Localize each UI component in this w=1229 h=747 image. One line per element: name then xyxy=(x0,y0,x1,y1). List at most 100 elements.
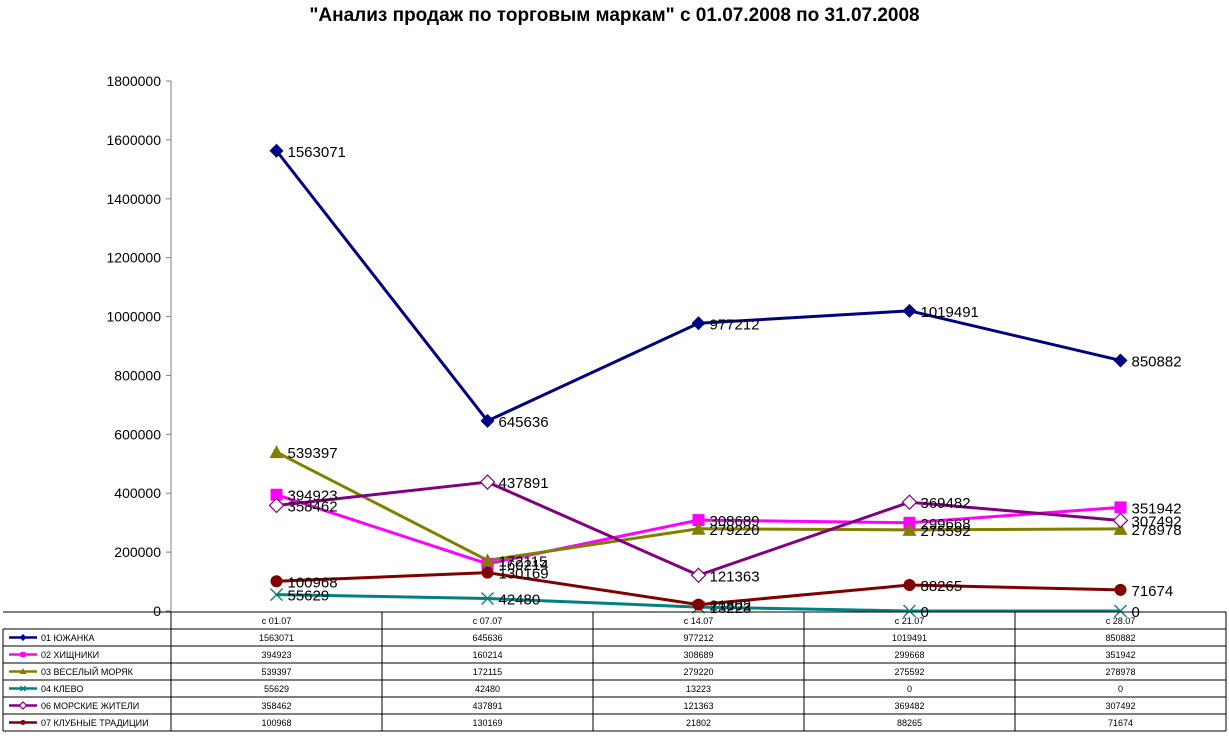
data-label: 850882 xyxy=(1132,353,1182,370)
data-label: 278978 xyxy=(1132,522,1182,539)
data-label: 539397 xyxy=(288,445,338,462)
data-point-marker xyxy=(19,668,27,674)
data-point-marker xyxy=(691,316,706,331)
table-cell: 160214 xyxy=(472,650,502,660)
data-point-marker xyxy=(1114,583,1127,596)
data-label: 977212 xyxy=(710,316,760,333)
legend-entry: 01 ЮЖАНКА xyxy=(41,633,94,643)
y-tick-label: 1000000 xyxy=(106,309,161,325)
data-point-marker xyxy=(1114,501,1127,514)
data-label: 307492 xyxy=(1132,513,1182,530)
data-point-marker xyxy=(479,474,496,490)
category-label: с 14.07 xyxy=(684,616,714,626)
table-cell: 21802 xyxy=(686,718,711,728)
table-cell: 275592 xyxy=(894,667,924,677)
data-label: 1563071 xyxy=(288,144,346,161)
table-cell: 42480 xyxy=(475,684,500,694)
series-markers xyxy=(268,143,1129,618)
data-point-marker xyxy=(270,588,283,602)
data-label: 55629 xyxy=(288,588,330,605)
table-cell: 539397 xyxy=(261,667,291,677)
data-labels: 1563071 645636 977212 1019491 850882 394923 16… xyxy=(288,144,1182,621)
data-point-marker xyxy=(269,143,284,158)
data-point-marker xyxy=(903,604,916,618)
data-table: с 01.07 с 07.07 с 14.07 с 21.07 с 28.07 01 ЮЖ… xyxy=(2,611,1227,732)
category-label: с 21.07 xyxy=(895,616,925,626)
data-point-marker xyxy=(20,652,26,657)
table-cell: 55629 xyxy=(264,684,289,694)
data-label: 160214 xyxy=(499,557,549,574)
table-cell: 369482 xyxy=(894,701,924,711)
data-point-marker xyxy=(690,567,707,584)
data-point-marker xyxy=(1113,521,1128,535)
legend-entry: 07 КЛУБНЫЕ ТРАДИЦИИ xyxy=(41,718,149,728)
data-point-marker xyxy=(903,579,916,592)
table-cell: 278978 xyxy=(1105,667,1135,677)
table-cell: 299668 xyxy=(894,650,924,660)
table-cell: 88265 xyxy=(897,718,922,728)
data-label: 351942 xyxy=(1132,500,1182,517)
chart-axes: 0 200000 400000 600000 800000 1000000 1200000 1… xyxy=(106,73,172,619)
table-cell: 279220 xyxy=(683,667,713,677)
data-label: 130169 xyxy=(499,566,549,583)
data-label: 172115 xyxy=(499,553,548,570)
legend-entry: 04 КЛЕВО xyxy=(41,684,83,694)
category-label: с 28.07 xyxy=(1106,616,1136,626)
category-label: с 07.07 xyxy=(473,616,503,626)
table-cell: 71674 xyxy=(1108,718,1133,728)
data-point-marker xyxy=(692,514,705,527)
data-point-marker xyxy=(481,592,494,605)
data-label: 121363 xyxy=(710,568,760,585)
table-cell: 358462 xyxy=(261,701,291,711)
table-cell: 437891 xyxy=(472,701,502,711)
data-point-marker xyxy=(20,685,26,692)
data-label: 645636 xyxy=(499,414,549,431)
legend-entry: 06 МОРСКИЕ ЖИТЕЛИ xyxy=(41,701,139,711)
data-point-marker xyxy=(1113,353,1128,368)
data-point-marker xyxy=(691,521,706,535)
table-cell: 100968 xyxy=(261,718,291,728)
legend-entry: 03 ВЕСЕЛЫЙ МОРЯК xyxy=(41,666,134,677)
table-cell: 1019491 xyxy=(892,633,927,643)
data-point-marker xyxy=(903,516,916,529)
table-cell: 172115 xyxy=(473,667,502,677)
data-point-marker xyxy=(481,566,494,579)
y-tick-label: 200000 xyxy=(114,544,161,560)
chart-title: "Анализ продаж по торговым маркам" с 01.… xyxy=(309,5,920,26)
table-cell: 130169 xyxy=(472,718,502,728)
data-label: 13223 xyxy=(710,600,752,617)
data-label: 21802 xyxy=(710,598,752,615)
data-label: 275592 xyxy=(921,523,971,540)
data-label: 358462 xyxy=(288,498,338,515)
table-cell: 351942 xyxy=(1105,650,1135,660)
category-label: с 01.07 xyxy=(262,616,292,626)
data-label: 1019491 xyxy=(921,304,979,321)
data-label: 279220 xyxy=(710,522,760,539)
table-cell: 1563071 xyxy=(259,633,294,643)
data-label: 42480 xyxy=(499,591,541,608)
data-label: 437891 xyxy=(499,475,549,492)
table-cell: 394923 xyxy=(261,650,291,660)
data-point-marker xyxy=(692,598,705,611)
table-cell: 645636 xyxy=(472,633,502,643)
table-cell: 308689 xyxy=(683,650,713,660)
data-point-marker xyxy=(902,303,917,318)
series-lines xyxy=(275,149,1121,613)
data-point-marker xyxy=(269,445,284,459)
data-label: 369482 xyxy=(921,495,971,512)
data-point-marker xyxy=(902,522,917,536)
data-label: 394923 xyxy=(288,488,338,505)
data-point-marker xyxy=(268,497,285,514)
data-point-marker xyxy=(480,413,495,428)
data-point-marker xyxy=(1112,512,1129,529)
legend-entry: 02 ХИЩНИКИ xyxy=(41,650,99,660)
data-point-marker xyxy=(270,488,283,501)
table-cell: 0 xyxy=(1118,684,1123,694)
data-point-marker xyxy=(18,701,28,710)
y-tick-label: 1600000 xyxy=(106,132,161,148)
y-tick-label: 600000 xyxy=(114,426,161,442)
data-point-marker xyxy=(20,720,26,725)
data-point-marker xyxy=(19,634,27,641)
table-cell: 121363 xyxy=(683,701,713,711)
